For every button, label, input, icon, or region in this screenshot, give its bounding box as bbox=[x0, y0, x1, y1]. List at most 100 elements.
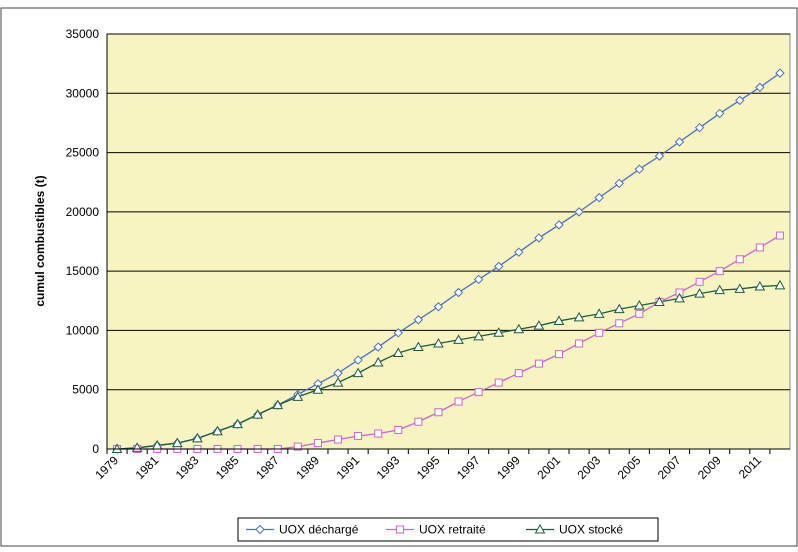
data-point bbox=[352, 367, 364, 378]
legend-marker bbox=[396, 525, 404, 534]
legend-marker bbox=[534, 523, 546, 534]
data-point bbox=[272, 399, 284, 410]
data-point bbox=[493, 327, 505, 337]
data-point bbox=[714, 108, 725, 119]
data-point bbox=[534, 359, 543, 368]
x-tick-label: 2009 bbox=[695, 453, 724, 482]
data-point bbox=[514, 247, 524, 257]
data-point bbox=[754, 281, 766, 291]
data-point bbox=[613, 303, 625, 314]
data-point bbox=[312, 384, 324, 394]
y-tick-label: 25000 bbox=[66, 146, 100, 160]
data-point bbox=[232, 418, 243, 429]
plot-area bbox=[106, 33, 791, 450]
x-tick-label: 1991 bbox=[333, 453, 362, 482]
data-point bbox=[473, 330, 484, 341]
data-point bbox=[573, 311, 585, 322]
x-tick-label: 1979 bbox=[92, 453, 121, 482]
data-point bbox=[755, 243, 764, 252]
data-point bbox=[474, 388, 483, 397]
legend-label: UOX retraité bbox=[419, 523, 486, 537]
data-point bbox=[453, 287, 464, 298]
data-point bbox=[453, 334, 464, 344]
x-tick-label: 2001 bbox=[534, 453, 563, 482]
data-point bbox=[454, 397, 463, 406]
data-point bbox=[372, 356, 384, 367]
data-point bbox=[293, 442, 302, 451]
data-point bbox=[694, 122, 705, 133]
x-tick-label: 1995 bbox=[414, 453, 443, 482]
data-point bbox=[553, 315, 565, 325]
data-point bbox=[533, 320, 545, 330]
data-point bbox=[715, 267, 724, 276]
x-tick-label: 1987 bbox=[253, 453, 282, 482]
x-tick-label: 1999 bbox=[494, 453, 523, 482]
x-tick-label: 1981 bbox=[133, 453, 162, 482]
x-tick-label: 1989 bbox=[293, 453, 322, 482]
y-tick-label: 20000 bbox=[66, 205, 100, 219]
y-tick-label: 10000 bbox=[66, 323, 100, 337]
x-tick-label: 2011 bbox=[736, 453, 764, 481]
data-point bbox=[534, 233, 544, 243]
x-tick-label: 1993 bbox=[374, 453, 403, 482]
x-tick-label: 1983 bbox=[173, 453, 202, 482]
data-point bbox=[353, 355, 363, 365]
y-tick-label: 15000 bbox=[66, 264, 100, 278]
data-point bbox=[354, 431, 363, 440]
data-point bbox=[192, 432, 203, 443]
series-line bbox=[117, 284, 780, 450]
data-point bbox=[595, 328, 604, 337]
chart-frame bbox=[0, 7, 798, 547]
y-tick-label: 30000 bbox=[66, 86, 100, 100]
data-point bbox=[774, 279, 786, 290]
data-point bbox=[594, 192, 604, 203]
data-point bbox=[313, 439, 322, 448]
x-tick-label: 1985 bbox=[213, 453, 242, 482]
data-point bbox=[695, 277, 704, 286]
data-point bbox=[414, 417, 423, 426]
y-axis-label: cumul combustibles (t) bbox=[33, 175, 47, 306]
data-point bbox=[614, 178, 624, 189]
data-point bbox=[374, 429, 383, 438]
data-point bbox=[615, 319, 624, 328]
data-point bbox=[513, 323, 525, 334]
data-point bbox=[634, 164, 645, 174]
data-point bbox=[714, 284, 726, 295]
data-point bbox=[413, 341, 424, 352]
data-point bbox=[332, 377, 344, 387]
x-tick-label: 2003 bbox=[575, 453, 604, 482]
data-point bbox=[633, 300, 645, 310]
data-point bbox=[575, 339, 584, 348]
data-point bbox=[635, 309, 644, 318]
data-point bbox=[735, 95, 745, 106]
data-point bbox=[392, 347, 404, 357]
legend-label: UOX stocké bbox=[559, 523, 623, 537]
data-point bbox=[574, 207, 584, 217]
data-point bbox=[654, 296, 665, 306]
data-point bbox=[212, 425, 223, 436]
data-point bbox=[252, 409, 264, 419]
data-point bbox=[755, 82, 765, 93]
x-tick-label: 1997 bbox=[454, 453, 483, 482]
data-point bbox=[554, 350, 563, 359]
data-point bbox=[292, 391, 304, 401]
data-point bbox=[433, 337, 444, 348]
legend-marker bbox=[255, 524, 265, 535]
data-point bbox=[674, 137, 685, 147]
legend-label: UOX déchargé bbox=[279, 523, 359, 537]
data-point bbox=[735, 255, 744, 264]
data-point bbox=[654, 151, 665, 161]
data-point bbox=[393, 328, 403, 338]
data-point bbox=[694, 288, 705, 298]
x-tick-label: 2005 bbox=[615, 453, 644, 482]
data-point bbox=[434, 408, 443, 417]
data-point bbox=[413, 315, 424, 325]
data-point bbox=[593, 308, 605, 318]
data-point bbox=[433, 302, 444, 312]
data-point bbox=[334, 435, 343, 444]
data-point bbox=[473, 274, 484, 285]
data-point bbox=[775, 231, 784, 240]
data-point bbox=[514, 369, 523, 378]
